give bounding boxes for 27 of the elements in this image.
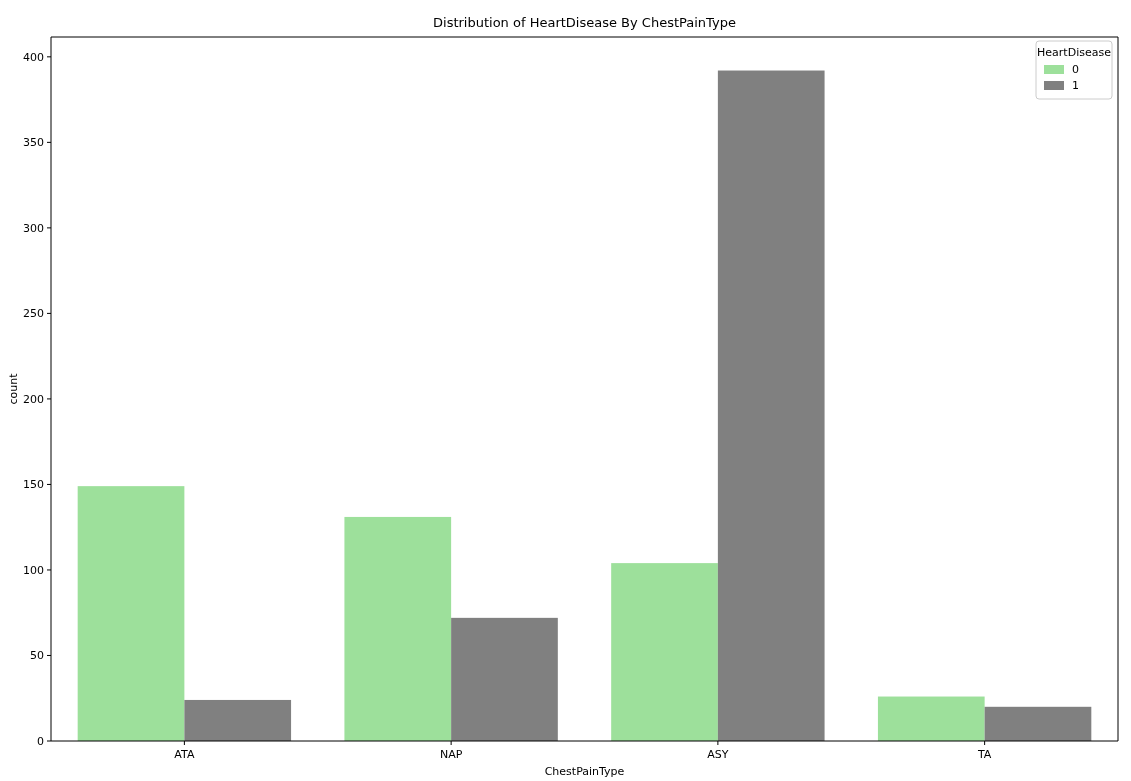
y-tick-label: 250 bbox=[23, 307, 44, 321]
y-tick-label: 400 bbox=[23, 50, 44, 64]
x-tick-label: TA bbox=[976, 748, 992, 761]
x-axis-title: ChestPainType bbox=[544, 765, 625, 778]
bar bbox=[877, 696, 985, 741]
legend-label: 0 bbox=[1072, 63, 1079, 76]
bar bbox=[611, 563, 718, 741]
bar bbox=[184, 699, 292, 741]
bar bbox=[717, 70, 825, 741]
legend-label: 1 bbox=[1072, 79, 1079, 92]
legend-title: HeartDisease bbox=[1037, 46, 1112, 59]
bar bbox=[984, 706, 1092, 741]
bar bbox=[451, 617, 558, 741]
y-tick-label: 0 bbox=[37, 734, 44, 748]
y-tick-label: 100 bbox=[23, 563, 44, 577]
y-axis-title: count bbox=[7, 372, 20, 405]
y-tick-label: 200 bbox=[23, 392, 44, 406]
y-tick-label: 50 bbox=[30, 649, 44, 663]
chart-title: Distribution of HeartDisease By ChestPainType bbox=[433, 15, 736, 30]
x-tick-label: NAP bbox=[439, 748, 463, 761]
x-tick-label: ASY bbox=[707, 748, 729, 761]
y-tick-label: 150 bbox=[23, 478, 44, 492]
y-tick-label: 300 bbox=[23, 221, 44, 235]
x-tick-label: ATA bbox=[174, 748, 195, 761]
bar bbox=[77, 486, 185, 741]
bar bbox=[344, 516, 452, 741]
y-tick-label: 350 bbox=[23, 136, 44, 150]
